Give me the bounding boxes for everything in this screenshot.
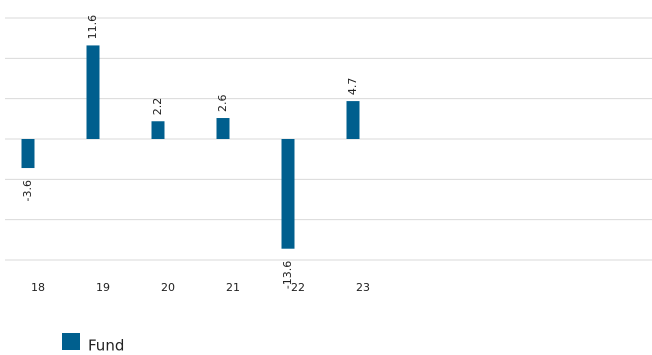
legend-label: Fund [88,337,124,355]
data-label: 4.7 [346,78,359,96]
bar [21,139,35,169]
x-tick-label: 21 [226,281,240,294]
x-tick-label: 19 [96,281,110,294]
bar [216,118,230,139]
data-label: 11.6 [86,15,99,40]
bar [281,139,295,249]
data-label: -13.6 [281,261,294,289]
bar [151,121,165,139]
data-label: 2.6 [216,95,229,113]
data-label: -3.6 [21,180,34,201]
bar [346,101,360,139]
x-tick-label: 23 [356,281,370,294]
x-tick-label: 20 [161,281,175,294]
x-tick-label: 18 [31,281,45,294]
x-tick-label: 22 [291,281,305,294]
bar [86,45,100,139]
data-label: 2.2 [151,98,164,116]
legend-swatch [62,333,80,350]
